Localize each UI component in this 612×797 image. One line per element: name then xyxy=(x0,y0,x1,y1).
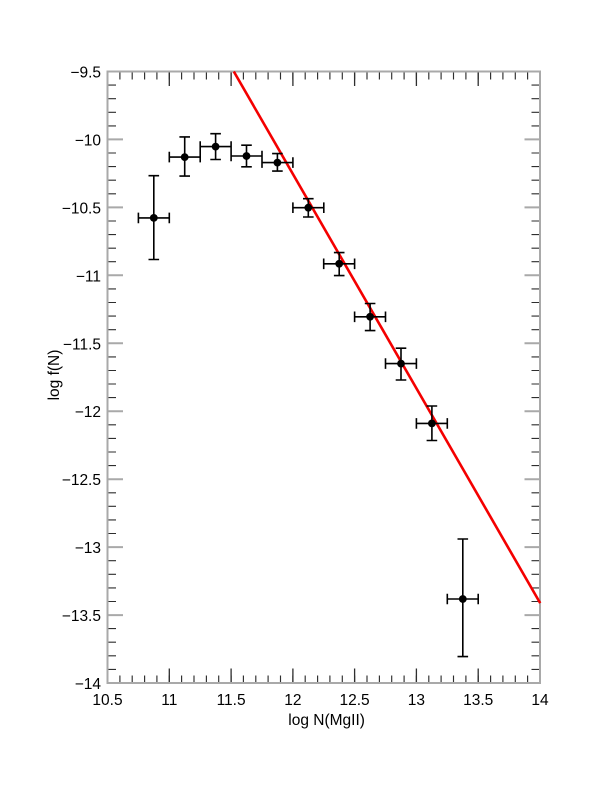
svg-text:12.5: 12.5 xyxy=(340,692,370,709)
svg-text:−11.5: −11.5 xyxy=(63,336,101,353)
svg-text:−13.5: −13.5 xyxy=(62,608,101,625)
svg-text:−14: −14 xyxy=(75,676,102,693)
svg-text:−9.5: −9.5 xyxy=(70,65,101,82)
svg-text:−13: −13 xyxy=(75,540,101,557)
svg-text:14: 14 xyxy=(531,692,549,709)
svg-text:log f(N): log f(N) xyxy=(46,350,63,401)
svg-text:−12.5: −12.5 xyxy=(62,472,101,489)
svg-text:10.5: 10.5 xyxy=(92,692,122,709)
svg-text:−10.5: −10.5 xyxy=(62,200,101,217)
svg-text:−12: −12 xyxy=(75,404,101,421)
svg-text:11.5: 11.5 xyxy=(217,692,246,709)
svg-text:13: 13 xyxy=(408,692,425,709)
svg-text:log N(MgII): log N(MgII) xyxy=(288,712,365,729)
svg-text:−11: −11 xyxy=(76,268,101,285)
svg-text:13.5: 13.5 xyxy=(463,692,493,709)
svg-text:11: 11 xyxy=(161,692,177,709)
svg-text:12: 12 xyxy=(284,692,301,709)
svg-text:−10: −10 xyxy=(75,132,102,149)
